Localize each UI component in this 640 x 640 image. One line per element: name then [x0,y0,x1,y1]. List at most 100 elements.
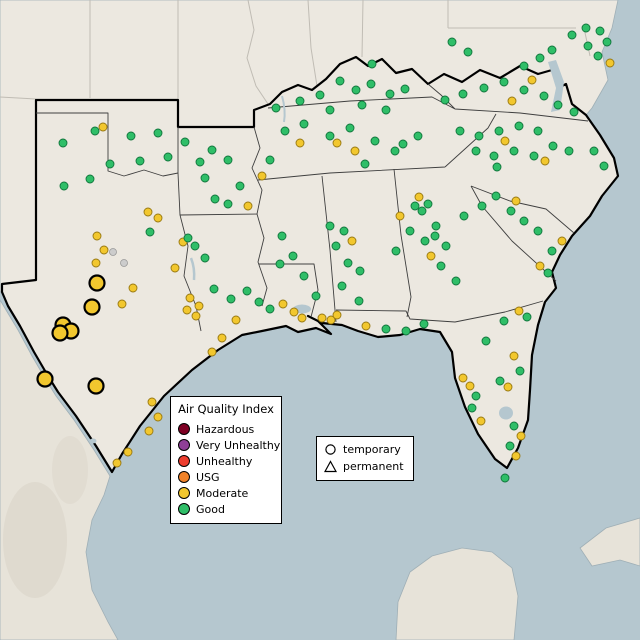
good-station-dot [200,173,210,183]
good-station-dot [58,138,68,148]
good-station-dot [533,226,543,236]
moderate-station-dot [123,447,133,457]
good-station-dot [599,161,609,171]
mexico-relief-shading [52,436,88,504]
good-station-dot [265,304,275,314]
moderate-station-dot [170,263,180,273]
good-station-dot [183,233,193,243]
moderate-station-dot [289,307,299,317]
moderate-station-dot [514,306,524,316]
good-station-dot [223,155,233,165]
good-station-dot [288,251,298,261]
aqi-legend: Air Quality Index Hazardous Very Unhealth… [170,396,282,524]
good-station-dot [447,37,457,47]
good-swatch-icon [178,503,190,515]
moderate-station-dot [153,213,163,223]
moderate-station-dot [350,146,360,156]
good-station-dot [85,174,95,184]
good-station-dot [506,206,516,216]
aqi-legend-item: USG [178,469,274,485]
good-station-dot [505,441,515,451]
moderate-station-dot [516,431,526,441]
moderate-temporary-station-dot [36,370,54,388]
good-station-dot [391,246,401,256]
good-station-dot [145,227,155,237]
moderate-station-dot [503,382,513,392]
good-station-dot [499,77,509,87]
lake-okeechobee [499,406,513,420]
very-unhealthy-swatch-icon [178,439,190,451]
moderate-station-dot [540,156,550,166]
symbol-legend-item: permanent [324,458,404,475]
good-station-dot [423,199,433,209]
good-station-dot [467,403,477,413]
moderate-station-dot [476,416,486,426]
symbol-legend-item: temporary [324,441,404,458]
good-station-dot [602,37,612,47]
good-station-dot [325,221,335,231]
aqi-legend-item: Hazardous [178,421,274,437]
moderate-temporary-station-dot [87,377,105,395]
good-station-dot [509,421,519,431]
aqi-legend-item-label: Moderate [196,486,249,500]
good-station-dot [567,30,577,40]
good-station-dot [569,107,579,117]
good-station-dot [455,126,465,136]
good-station-dot [509,146,519,156]
good-station-dot [153,128,163,138]
yucatan-land [395,547,519,640]
toledo-bend-reservoir [189,257,196,281]
good-station-dot [331,241,341,251]
good-station-dot [564,146,574,156]
good-station-dot [235,181,245,191]
good-station-dot [242,286,252,296]
good-station-dot [385,89,395,99]
moderate-station-dot [257,171,267,181]
moderate-station-dot [191,311,201,321]
moderate-station-dot [465,381,475,391]
moderate-station-dot [278,299,288,309]
good-station-dot [135,156,145,166]
moderate-station-dot [128,283,138,293]
no-data-station-dot [109,248,117,256]
good-station-dot [581,23,591,33]
station-dots-layer [36,23,615,483]
good-station-dot [398,139,408,149]
good-station-dot [519,216,529,226]
good-station-dot [401,326,411,336]
good-station-dot [583,41,593,51]
aqi-legend-title: Air Quality Index [178,402,274,416]
good-station-dot [271,103,281,113]
circle-temporary-icon [325,444,336,455]
good-station-dot [209,284,219,294]
good-station-dot [489,151,499,161]
good-station-dot [417,206,427,216]
aqi-legend-items: Hazardous Very Unhealthy Unhealthy USG Moder… [178,421,280,517]
moderate-station-dot [605,58,615,68]
good-station-dot [535,53,545,63]
good-station-dot [265,155,275,165]
aqi-legend-item-label: Hazardous [196,422,255,436]
good-station-dot [381,105,391,115]
good-station-dot [547,45,557,55]
moderate-station-dot [511,451,521,461]
good-station-dot [277,231,287,241]
good-station-dot [515,366,525,376]
good-station-dot [275,259,285,269]
triangle-permanent-icon [324,460,337,473]
moderate-station-dot [182,305,192,315]
good-station-dot [325,105,335,115]
aqi-legend-item-label: Good [196,502,225,516]
good-station-dot [548,141,558,151]
moderate-station-dot [143,207,153,217]
good-station-dot [495,376,505,386]
good-station-dot [354,296,364,306]
moderate-station-dot [297,313,307,323]
good-station-dot [492,162,502,172]
good-station-dot [367,59,377,69]
good-station-dot [491,191,501,201]
good-station-dot [343,258,353,268]
moderate-temporary-station-dot [51,324,69,342]
symbol-legend-item-label: permanent [343,460,404,473]
good-station-dot [226,294,236,304]
